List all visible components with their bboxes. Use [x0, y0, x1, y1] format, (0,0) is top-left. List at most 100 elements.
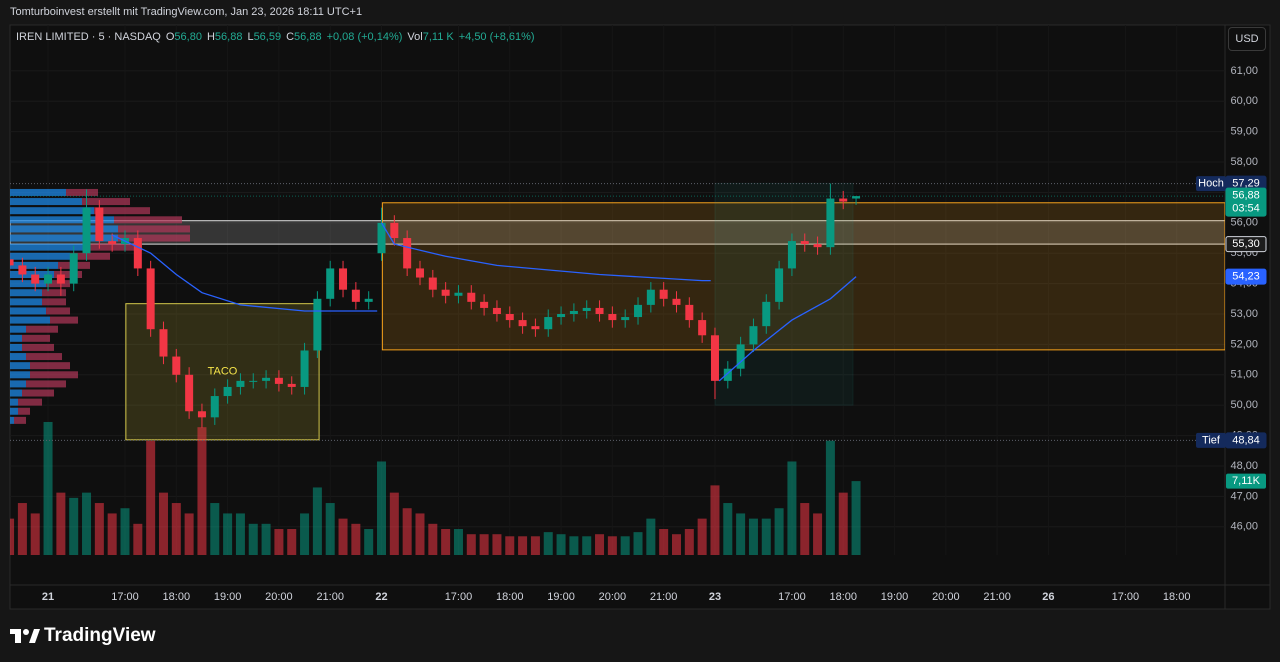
candle-body: [505, 314, 514, 321]
countdown-label: 03:54: [1232, 203, 1260, 215]
candle-body: [557, 314, 566, 318]
vwap-line: [111, 222, 857, 382]
volume-bar: [120, 508, 130, 555]
profile-down: [26, 353, 62, 361]
volume-bar: [710, 485, 720, 555]
candle-body: [159, 329, 168, 357]
y-tick-label: 59,00: [1230, 126, 1258, 138]
drawing-box: [10, 220, 1225, 245]
profile-up: [10, 261, 58, 269]
profile-down: [22, 389, 54, 397]
y-tick-label: 50,00: [1230, 399, 1258, 411]
candle-body: [736, 344, 745, 369]
ohlc-key: H: [206, 31, 215, 43]
volume-bar: [133, 523, 143, 555]
x-tick-label: 22: [375, 591, 387, 603]
y-tick-label: 46,00: [1230, 521, 1258, 533]
volume-bar: [312, 487, 322, 555]
candle-body: [69, 253, 78, 284]
candle-body: [569, 310, 578, 315]
profile-down: [118, 234, 190, 242]
profile-down: [90, 243, 142, 251]
volume-bar: [518, 536, 528, 555]
volume-bar: [248, 523, 258, 555]
logo-icon: [10, 629, 40, 643]
drawing-box: [125, 303, 320, 441]
profile-up: [10, 371, 30, 379]
volume-bar: [595, 534, 605, 555]
x-tick-label: 18:00: [496, 591, 524, 603]
volume-bar: [158, 492, 168, 555]
volume-bar: [146, 440, 156, 555]
profile-up: [10, 398, 18, 406]
candle-body: [608, 314, 617, 321]
x-tick-label: 20:00: [265, 591, 293, 603]
ohlc-value: 56,88: [214, 31, 243, 43]
candle-body: [236, 380, 245, 387]
profile-up: [10, 416, 14, 424]
volume-bar: [659, 529, 669, 555]
profile-up: [10, 407, 18, 415]
profile-down: [30, 362, 70, 370]
volume-bar: [646, 518, 656, 555]
candle-body: [82, 207, 91, 254]
candle-body: [223, 386, 232, 397]
volume-bar: [325, 503, 335, 555]
price-label-bg: [1225, 236, 1267, 253]
candle-body: [698, 320, 707, 336]
ohlc-value: 56,80: [174, 31, 202, 43]
y-tick-label: 53,00: [1230, 308, 1258, 320]
profile-up: [10, 298, 42, 306]
x-tick-label: 17:00: [111, 591, 139, 603]
candle-body: [197, 411, 206, 418]
change: +0,08 (+0,14%): [326, 31, 403, 43]
volume-bar: [415, 513, 425, 555]
profile-down: [66, 188, 98, 196]
candle-body: [710, 335, 719, 381]
candle-body: [31, 274, 40, 284]
volume-bar: [736, 513, 746, 555]
x-tick-label: 23: [709, 591, 721, 603]
ohlc-value: 56,88: [294, 31, 322, 43]
x-tick-label: 26: [1042, 591, 1054, 603]
price-label: 56,88: [1232, 190, 1260, 202]
profile-up: [10, 216, 114, 224]
volume-label: 7,11K: [1232, 475, 1261, 487]
candle-body: [492, 307, 501, 315]
ohlc-value: 56,59: [253, 31, 282, 43]
candle-body: [685, 304, 694, 321]
level-name: Hoch: [1198, 178, 1224, 190]
profile-up: [10, 289, 42, 297]
volume-bar: [171, 503, 181, 555]
ohlc-key: O: [165, 31, 175, 43]
x-tick-label: 18:00: [1163, 591, 1191, 603]
candle-body: [723, 368, 732, 381]
volume-bar: [223, 513, 233, 555]
volume-bar: [197, 427, 207, 555]
candle-body: [672, 298, 681, 305]
volume-bar: [838, 492, 848, 555]
price-label: 57,29: [1232, 178, 1260, 190]
candle-body: [274, 377, 283, 384]
brand-logo: TradingView: [10, 624, 156, 648]
candle-body: [95, 207, 104, 242]
x-tick-label: 18:00: [829, 591, 857, 603]
x-tick-label: 17:00: [445, 591, 473, 603]
candle-body: [454, 292, 463, 296]
volume-bar: [210, 503, 220, 555]
volume-bar: [697, 518, 707, 555]
candle-body: [146, 268, 155, 330]
candle-body: [10, 259, 14, 266]
y-tick-label: 52,00: [1230, 338, 1258, 350]
currency-button[interactable]: USD: [1228, 27, 1266, 51]
volume-bar: [10, 518, 15, 555]
profile-up: [10, 307, 46, 315]
volume-bar: [287, 529, 297, 555]
volume-bar: [17, 503, 27, 555]
profile-up: [10, 316, 50, 324]
profile-down: [18, 407, 30, 415]
level-name: Tief: [1202, 434, 1221, 446]
volume-bar: [351, 523, 361, 555]
volume-bar: [377, 461, 387, 555]
volume-bar: [82, 492, 92, 555]
